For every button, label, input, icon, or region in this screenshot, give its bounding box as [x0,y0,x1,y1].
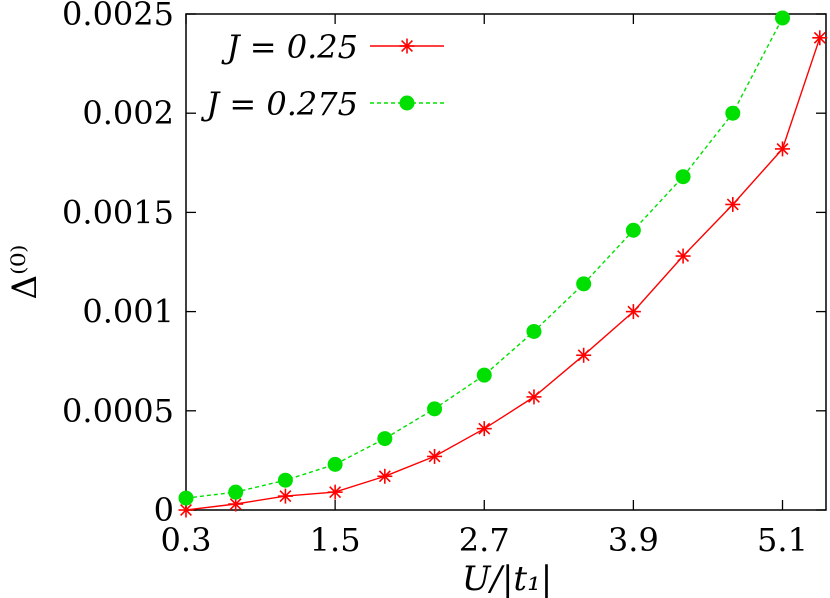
legend-label-1: J = 0.25 [221,28,358,66]
asterisk-marker [377,468,393,484]
series-line-1 [185,37,821,511]
data-point-circle [178,490,194,506]
data-point-circle [775,10,791,26]
asterisk-marker [526,389,542,405]
x-tick-label: 1.5 [310,521,361,559]
data-point-circle [327,456,343,472]
x-tick-label: 2.7 [459,521,510,559]
asterisk-marker [427,448,443,464]
x-tick-label: 5.1 [757,521,808,559]
data-point-circle [725,105,741,121]
y-tick-label: 0 [154,491,174,529]
asterisk-marker [476,421,492,437]
asterisk-marker [625,304,641,320]
x-tick-label: 3.9 [608,521,659,559]
asterisk-marker [277,488,293,504]
data-point-circle [377,431,393,447]
asterisk-marker [576,347,592,363]
asterisk-marker [812,30,828,46]
data-point-circle [675,169,691,185]
data-point-circle [526,323,542,339]
y-tick-label: 0.002 [82,94,174,132]
asterisk-marker [327,484,343,500]
legend-marker-2 [399,95,415,111]
plot-data [178,10,828,518]
asterisk-marker [675,248,691,264]
axes: 0.3 1.5 2.7 3.9 5.1 0 0.0005 0.001 0.0015 0.002 0.… [62,0,827,559]
y-tick-label: 0.0015 [62,193,174,231]
legend: J = 0.25 J = 0.275 [200,28,444,123]
legend-label-2: J = 0.275 [200,85,358,123]
y-tick-label: 0.0025 [62,0,174,33]
y-tick-label: 0.001 [82,293,174,331]
data-point-circle [427,401,443,417]
data-point-circle [476,367,492,383]
data-point-circle [576,276,592,292]
data-point-circle [625,222,641,238]
legend-marker-1 [399,38,415,54]
y-axis-label: Δ⁽⁰⁾ [5,245,45,300]
asterisk-marker [775,141,791,157]
data-point-circle [228,484,244,500]
y-tick-label: 0.0005 [62,392,174,430]
asterisk-marker [725,196,741,212]
data-point-circle [277,472,293,488]
plot-frame [185,13,827,511]
x-axis-label: U/|t₁| [462,559,552,598]
x-tick-label: 0.3 [161,521,212,559]
